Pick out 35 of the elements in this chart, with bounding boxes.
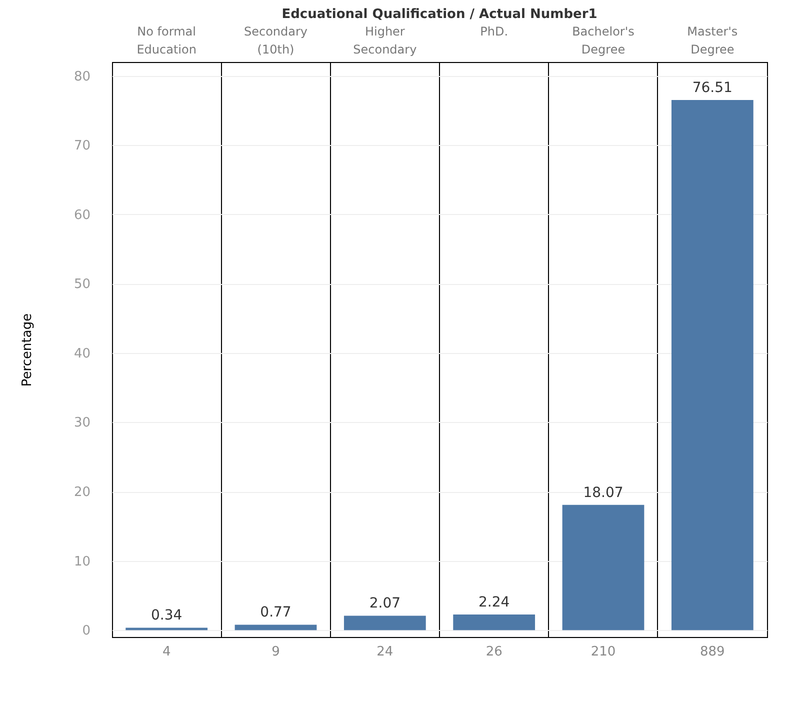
y-axis-title: Percentage [20, 313, 35, 387]
data-label: 2.24 [478, 594, 510, 611]
text: 4 [162, 644, 171, 660]
text: 9 [272, 644, 280, 660]
y-tick-label: 60 [74, 208, 90, 223]
y-tick-label: 20 [74, 485, 90, 500]
x-tick-label: PhD. [480, 24, 508, 38]
bar [671, 100, 754, 630]
x-tick-label: Higher Secondary [353, 24, 417, 56]
bar [562, 504, 644, 630]
data-label: 0.77 [260, 604, 292, 621]
y-tick-label: 50 [74, 277, 90, 292]
y-tick-label: 80 [74, 69, 90, 84]
y-tick-label: 30 [74, 416, 90, 431]
y-tick-label: 40 [74, 346, 90, 362]
text: 26 [486, 644, 502, 660]
bar [234, 624, 317, 630]
y-tick-label: 0 [82, 624, 90, 639]
data-label: 2.07 [369, 596, 401, 612]
text: 210 [590, 644, 616, 660]
x-tick-label: Bachelor's Degree [572, 24, 634, 56]
data-label: 76.51 [692, 80, 732, 96]
bar [453, 614, 536, 630]
chart-title: Edcuational Qualification / Actual Number1 [282, 7, 598, 22]
data-label: 0.34 [150, 608, 182, 624]
bar [344, 616, 426, 630]
y-tick-label: 10 [74, 554, 90, 570]
data-label: 18.07 [583, 484, 624, 501]
x-tick-label: Master's Degree [687, 24, 738, 56]
x-tick-label: Secondary (10th) [244, 24, 308, 56]
text: 24 [376, 644, 394, 660]
y-tick-label: 70 [74, 138, 90, 154]
x-tick-label: No formal Education [136, 24, 196, 56]
bar [126, 628, 208, 630]
text: 889 [700, 644, 725, 660]
